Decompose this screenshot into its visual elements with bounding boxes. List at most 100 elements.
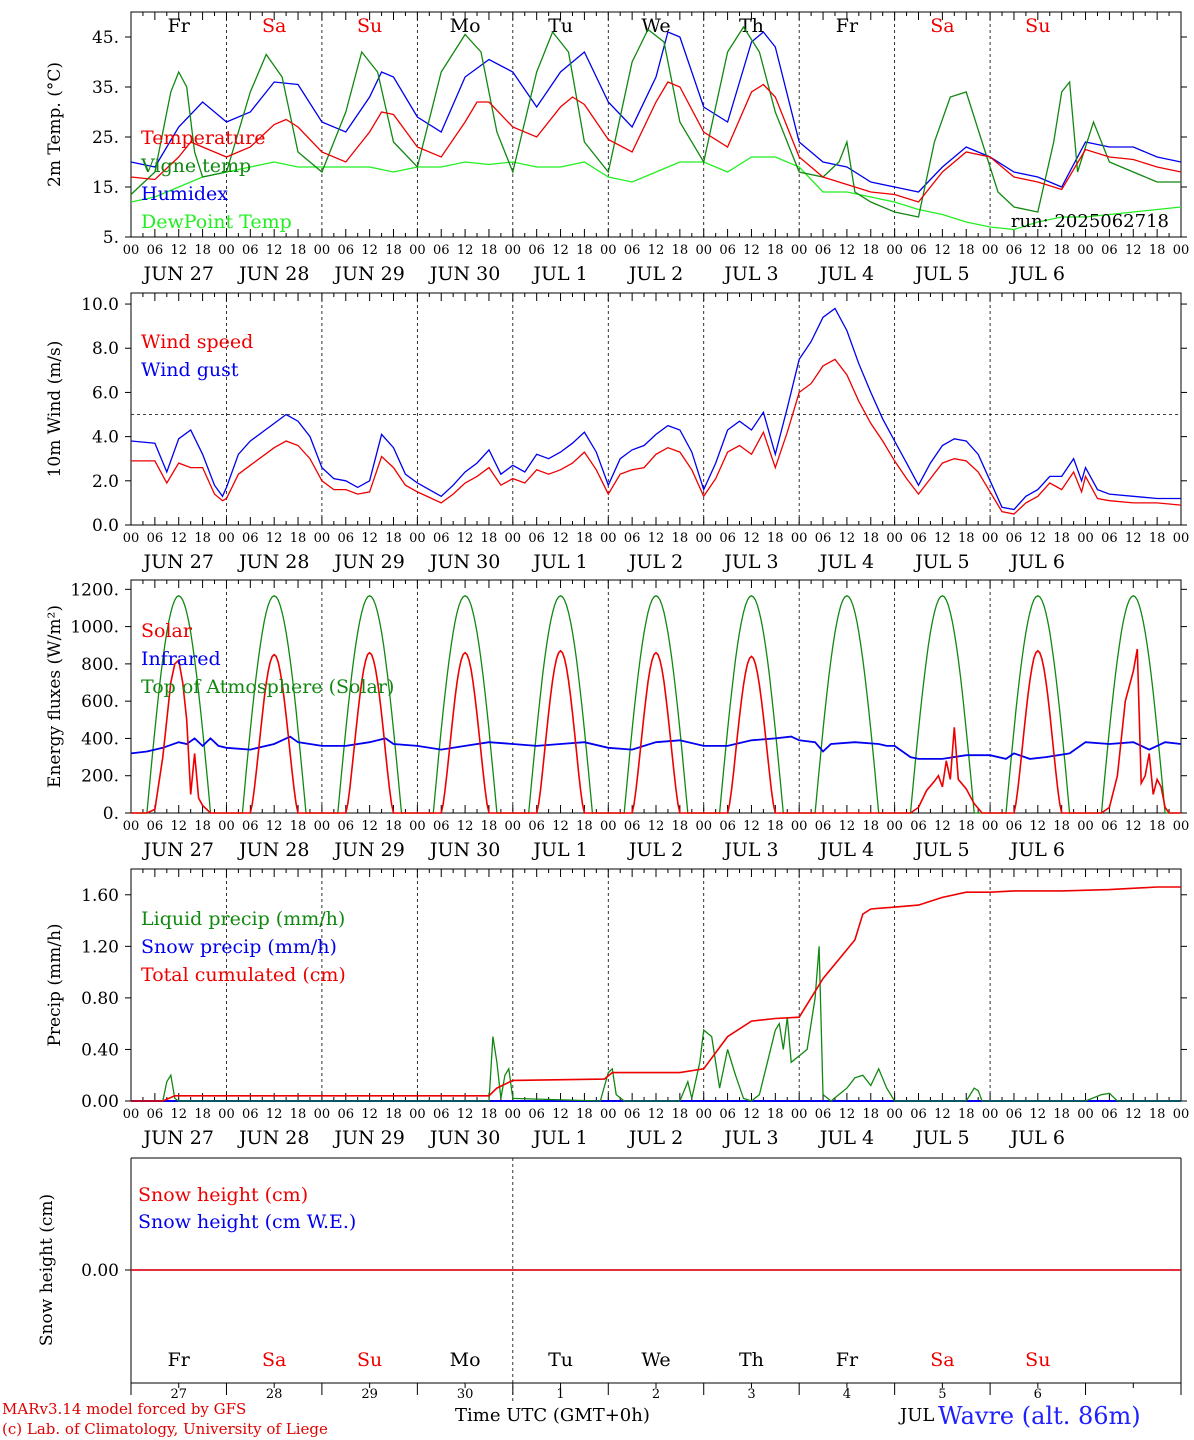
temp-legend-dewpoint-temp: DewPoint Temp [141,211,292,233]
temp-weekday-label: Tu [548,15,573,37]
snow-weekday-label: Tu [548,1349,573,1371]
energy-ytick-label: 1200. [70,580,119,600]
energy-hour-label: 00 [600,819,617,834]
precip-hour-label: 06 [433,1107,450,1122]
energy-ytick-label: 600. [81,692,119,712]
energy-hour-label: 12 [457,819,474,834]
energy-hour-label: 12 [361,819,378,834]
station-label: Wavre (alt. 86m) [938,1402,1141,1430]
precip-hour-label: 00 [314,1107,331,1122]
energy-hour-label: 18 [862,819,879,834]
precip-hour-label: 12 [170,1107,187,1122]
wind-hour-label: 00 [886,531,903,546]
precip-hour-label: 18 [862,1107,879,1122]
temp-hour-label: 12 [839,243,856,258]
time-axis-label: Time UTC (GMT+0h) [455,1405,650,1426]
precip-hour-label: 18 [481,1107,498,1122]
energy-hour-label: 06 [433,819,450,834]
energy-hour-label: 12 [170,819,187,834]
wind-hour-label: 18 [958,531,975,546]
temp-date-label: JUL 1 [531,263,587,285]
temp-hour-label: 00 [218,243,235,258]
wind-hour-label: 06 [147,531,164,546]
wind-hour-label: 00 [1077,531,1094,546]
temp-hour-label: 06 [910,243,927,258]
precip-hour-label: 18 [290,1107,307,1122]
wind-hour-label: 06 [433,531,450,546]
temp-hour-label: 00 [409,243,426,258]
wind-hour-label: 00 [982,531,999,546]
precip-ytick-label: 0.80 [81,989,119,1009]
temp-hour-label: 06 [1006,243,1023,258]
temp-hour-label: 06 [1101,243,1118,258]
snow-day-number: 1 [556,1387,564,1402]
precip-date-label: JUL 3 [722,1127,778,1149]
wind-hour-label: 00 [505,531,522,546]
snow-legend-snow-height-cm-w-e-: Snow height (cm W.E.) [138,1211,356,1233]
wind-hour-label: 06 [910,531,927,546]
precip-hour-label: 06 [1101,1107,1118,1122]
temp-hour-label: 00 [505,243,522,258]
snow-day-number: 27 [170,1387,187,1402]
temp-hour-label: 06 [719,243,736,258]
snow-day-number: 3 [747,1387,755,1402]
temp-hour-label: 00 [886,243,903,258]
precip-ytick-label: 0.40 [81,1040,119,1060]
wind-hour-label: 18 [672,531,689,546]
energy-hour-label: 12 [648,819,665,834]
precip-hour-label: 12 [648,1107,665,1122]
precip-date-label: JUN 29 [332,1127,404,1149]
temp-hour-label: 00 [314,243,331,258]
wind-hour-label: 00 [695,531,712,546]
temp-hour-label: 12 [934,243,951,258]
wind-ytick-label: 4.0 [92,428,119,448]
temp-hour-label: 18 [576,243,593,258]
snow-day-number: 4 [843,1387,851,1402]
temp-weekday-label: We [641,15,670,37]
snow-legend-snow-height-cm-: Snow height (cm) [138,1184,308,1206]
precip-hour-label: 18 [767,1107,784,1122]
wind-date-label: JUL 1 [531,551,587,573]
temp-weekday-label: Fr [836,15,859,37]
precip-hour-label: 06 [242,1107,259,1122]
snow-weekday-label: Sa [930,1349,954,1371]
energy-hour-label: 12 [839,819,856,834]
precip-hour-label: 06 [528,1107,545,1122]
temp-hour-label: 18 [385,243,402,258]
precip-legend-total-cumulated-cm-: Total cumulated (cm) [141,964,346,986]
precip-hour-label: 12 [1030,1107,1047,1122]
precip-hour-label: 12 [361,1107,378,1122]
temp-hour-label: 12 [1125,243,1142,258]
temp-legend-temperature: Temperature [141,127,265,149]
temp-date-label: JUN 29 [332,263,404,285]
energy-hour-label: 00 [218,819,235,834]
temp-hour-label: 12 [743,243,760,258]
temp-hour-label: 18 [862,243,879,258]
temp-hour-label: 06 [242,243,259,258]
temp-weekday-label: Su [357,15,382,37]
temp-hour-label: 18 [1149,243,1166,258]
energy-hour-label: 18 [767,819,784,834]
energy-hour-label: 06 [719,819,736,834]
temp-hour-label: 12 [552,243,569,258]
wind-date-label: JUL 2 [627,551,683,573]
precip-hour-label: 18 [385,1107,402,1122]
wind-hour-label: 12 [934,531,951,546]
energy-date-label: JUL 5 [913,839,969,861]
wind-date-label: JUN 29 [332,551,404,573]
precip-hour-label: 00 [1173,1107,1190,1122]
model-credit: MARv3.14 model forced by GFS [2,1400,247,1418]
wind-hour-label: 18 [767,531,784,546]
temp-weekday-label: Th [739,15,764,37]
precip-ytick-label: 1.20 [81,937,119,957]
snow-weekday-label: Su [357,1349,382,1371]
wind-hour-label: 12 [648,531,665,546]
snow-weekday-label: Th [739,1349,764,1371]
precip-hour-label: 00 [1077,1107,1094,1122]
temp-date-label: JUL 3 [722,263,778,285]
temp-hour-label: 06 [528,243,545,258]
wind-hour-label: 18 [385,531,402,546]
snow-day-number: 29 [361,1387,378,1402]
precip-hour-label: 06 [337,1107,354,1122]
